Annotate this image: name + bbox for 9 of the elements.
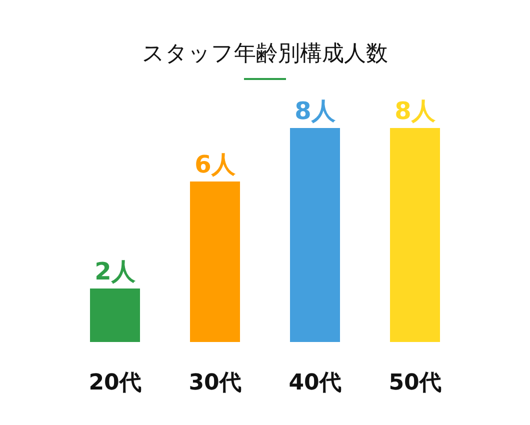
data-label: 6人 [194, 150, 236, 178]
data-label: 2人 [94, 258, 136, 286]
x-tick-label: 50代 [388, 370, 442, 396]
x-tick-label: 30代 [188, 370, 242, 396]
data-label: 8人 [294, 97, 336, 125]
x-tick-label: 20代 [88, 370, 142, 396]
chart-title: スタッフ年齢別構成人数 [142, 42, 388, 66]
x-tick-label: 40代 [288, 370, 342, 396]
data-label: 8人 [394, 97, 436, 125]
